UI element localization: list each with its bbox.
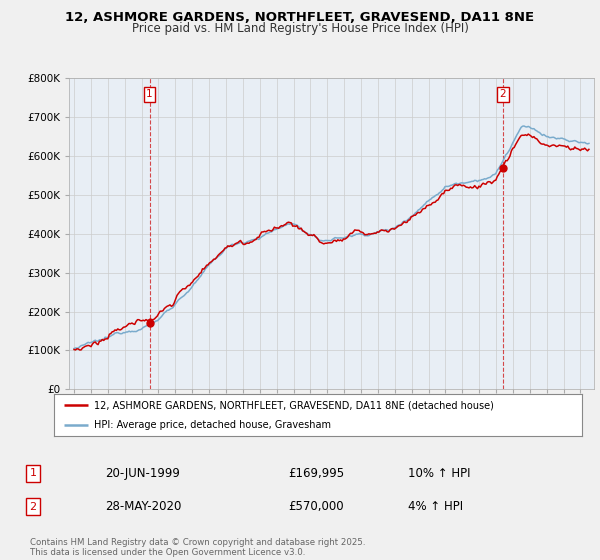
Text: Price paid vs. HM Land Registry's House Price Index (HPI): Price paid vs. HM Land Registry's House … <box>131 22 469 35</box>
Text: 1: 1 <box>29 468 37 478</box>
Text: 20-JUN-1999: 20-JUN-1999 <box>105 466 180 480</box>
Text: 12, ASHMORE GARDENS, NORTHFLEET, GRAVESEND, DA11 8NE: 12, ASHMORE GARDENS, NORTHFLEET, GRAVESE… <box>65 11 535 24</box>
Text: 2: 2 <box>29 502 37 512</box>
Text: 4% ↑ HPI: 4% ↑ HPI <box>408 500 463 514</box>
Text: 10% ↑ HPI: 10% ↑ HPI <box>408 466 470 480</box>
Text: Contains HM Land Registry data © Crown copyright and database right 2025.
This d: Contains HM Land Registry data © Crown c… <box>30 538 365 557</box>
Text: £570,000: £570,000 <box>288 500 344 514</box>
Text: 2: 2 <box>500 89 506 99</box>
Text: 28-MAY-2020: 28-MAY-2020 <box>105 500 181 514</box>
Text: 12, ASHMORE GARDENS, NORTHFLEET, GRAVESEND, DA11 8NE (detached house): 12, ASHMORE GARDENS, NORTHFLEET, GRAVESE… <box>94 400 493 410</box>
Text: 1: 1 <box>146 89 153 99</box>
Text: £169,995: £169,995 <box>288 466 344 480</box>
Text: HPI: Average price, detached house, Gravesham: HPI: Average price, detached house, Grav… <box>94 420 331 430</box>
